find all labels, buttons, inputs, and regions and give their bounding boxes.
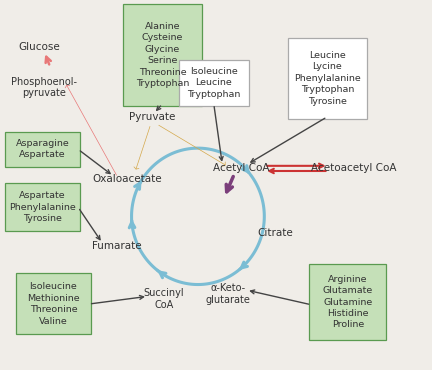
FancyBboxPatch shape bbox=[123, 4, 202, 106]
Text: Aspartate
Phenylalanine
Tyrosine: Aspartate Phenylalanine Tyrosine bbox=[10, 191, 76, 223]
Text: Asparagine
Aspartate: Asparagine Aspartate bbox=[16, 139, 70, 159]
Text: Acetyl CoA: Acetyl CoA bbox=[213, 164, 269, 174]
Text: Succinyl
CoA: Succinyl CoA bbox=[143, 288, 184, 310]
Text: Pyruvate: Pyruvate bbox=[129, 112, 175, 122]
FancyBboxPatch shape bbox=[5, 132, 80, 166]
Text: Phosphoenol-
pyruvate: Phosphoenol- pyruvate bbox=[11, 77, 77, 98]
Text: Fumarate: Fumarate bbox=[92, 241, 141, 251]
Text: Citrate: Citrate bbox=[257, 228, 293, 238]
FancyBboxPatch shape bbox=[16, 273, 91, 334]
Text: α-Keto-
glutarate: α-Keto- glutarate bbox=[206, 283, 251, 305]
Text: Isoleucine
Methionine
Threonine
Valine: Isoleucine Methionine Threonine Valine bbox=[27, 282, 80, 326]
FancyBboxPatch shape bbox=[309, 264, 386, 340]
FancyBboxPatch shape bbox=[5, 183, 80, 231]
Text: Glucose: Glucose bbox=[19, 42, 60, 52]
Text: Alanine
Cysteine
Glycine
Serine
Threonine
Tryptophan: Alanine Cysteine Glycine Serine Threonin… bbox=[136, 22, 189, 88]
FancyBboxPatch shape bbox=[179, 60, 249, 106]
Text: Oxaloacetate: Oxaloacetate bbox=[92, 175, 162, 185]
Text: Arginine
Glutamate
Glutamine
Histidine
Proline: Arginine Glutamate Glutamine Histidine P… bbox=[323, 275, 373, 329]
FancyBboxPatch shape bbox=[288, 38, 367, 119]
Text: Acetoacetyl CoA: Acetoacetyl CoA bbox=[311, 164, 397, 174]
Text: Leucine
Lycine
Phenylalanine
Tryptophan
Tyrosine: Leucine Lycine Phenylalanine Tryptophan … bbox=[294, 51, 361, 105]
Text: Isoleucine
Leucine
Tryptophan: Isoleucine Leucine Tryptophan bbox=[187, 67, 241, 99]
